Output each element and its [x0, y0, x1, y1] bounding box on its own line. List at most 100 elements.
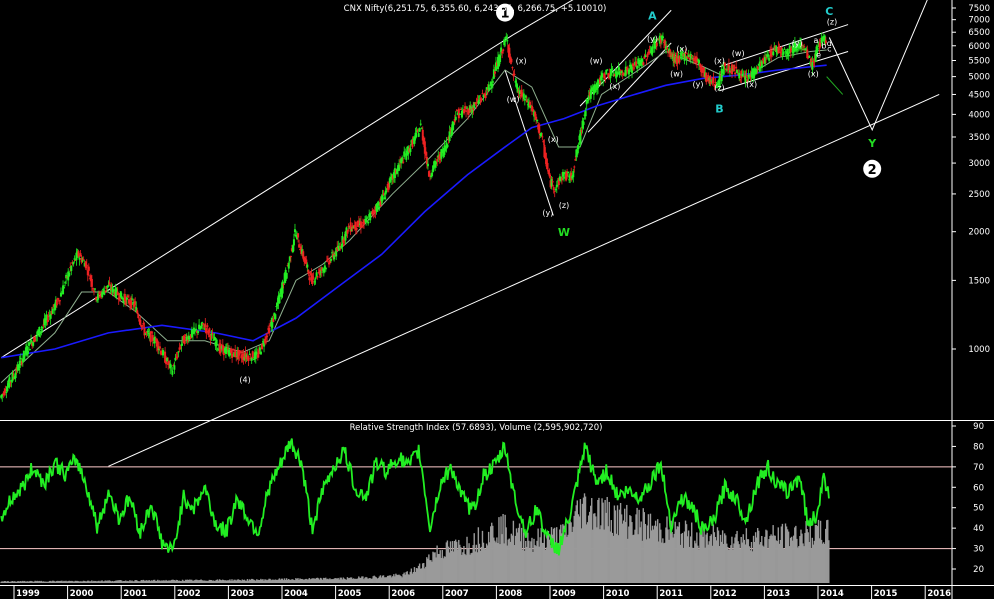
candle-body	[24, 347, 27, 354]
candle-body	[578, 135, 581, 141]
candle-body	[101, 291, 104, 298]
candle-body	[143, 327, 146, 336]
volume-bar	[791, 536, 793, 583]
candle-body	[432, 165, 435, 172]
candle-body	[31, 342, 34, 347]
candle-body	[381, 194, 384, 201]
candle-body	[97, 293, 100, 300]
volume-bar	[300, 579, 302, 583]
volume-bar	[428, 554, 430, 583]
candle-body	[427, 171, 430, 177]
candle-body	[280, 287, 283, 297]
candle-body	[171, 370, 174, 375]
candle-body	[176, 356, 179, 358]
volume-bar	[54, 581, 56, 583]
moving-average-slow	[1, 64, 827, 359]
candle-body	[96, 299, 99, 301]
candle-body	[766, 54, 769, 57]
candle-body	[729, 71, 732, 73]
volume-bar	[435, 557, 437, 583]
candle-body	[366, 217, 369, 219]
candle-body	[655, 42, 658, 47]
volume-bar	[241, 579, 243, 583]
volume-bar	[537, 528, 539, 583]
candle-body	[273, 312, 276, 316]
candle-body	[792, 44, 795, 52]
volume-bar	[368, 578, 370, 583]
candle-body	[480, 99, 483, 101]
volume-bar	[469, 554, 471, 583]
candle-body	[35, 336, 38, 338]
volume-bar	[802, 543, 804, 583]
candle-body	[688, 57, 691, 61]
volume-bar	[295, 578, 297, 583]
price-y-tick-label: 1000	[968, 345, 990, 355]
candle-body	[16, 364, 19, 371]
volume-bar	[683, 531, 686, 583]
volume-bar	[75, 580, 78, 583]
volume-bar	[452, 551, 455, 583]
wave-marker-circle	[863, 159, 882, 178]
volume-bar	[673, 533, 675, 583]
volume-bar	[78, 581, 81, 583]
candle-body	[12, 375, 15, 377]
candle-body	[467, 108, 470, 115]
volume-bar	[370, 578, 372, 583]
wave-label: A	[648, 10, 657, 23]
volume-bar	[666, 516, 668, 583]
volume-bar	[112, 581, 115, 583]
volume-bar	[304, 579, 306, 583]
candle-body	[604, 78, 607, 80]
volume-bar	[736, 530, 738, 583]
volume-bar	[336, 578, 338, 583]
volume-bar	[498, 517, 500, 583]
volume-bar	[138, 581, 140, 583]
candle-body	[6, 386, 9, 392]
candle-body	[30, 339, 33, 345]
candle-body	[704, 72, 707, 77]
x-tick-label: 2004	[284, 589, 308, 599]
volume-bar	[709, 535, 711, 583]
candle-body	[165, 359, 168, 365]
candle-body	[291, 245, 294, 253]
candle-body	[120, 296, 123, 299]
candle-body	[122, 297, 125, 303]
candle-body	[718, 75, 721, 88]
candle-body	[522, 93, 525, 100]
candle-body	[768, 58, 771, 61]
candle-body	[347, 226, 350, 228]
candle-body	[174, 357, 177, 361]
volume-bar	[445, 542, 448, 583]
candle-body	[464, 106, 467, 109]
volume-bar	[270, 580, 272, 583]
candle-body	[780, 47, 783, 52]
candle-body	[368, 214, 371, 217]
volume-bar	[787, 531, 790, 583]
volume-bar	[491, 522, 493, 583]
candle-body	[727, 64, 730, 71]
volume-bar	[626, 504, 628, 583]
candle-body	[788, 45, 791, 54]
volume-bar	[806, 529, 808, 583]
volume-bar	[374, 576, 376, 583]
candle-body	[511, 67, 514, 69]
volume-bar	[2, 581, 4, 583]
volume-bar	[98, 580, 100, 583]
volume-bar	[297, 578, 299, 583]
rsi-chart-title: Relative Strength Index (57.6893), Volum…	[350, 423, 603, 433]
candle-body	[117, 297, 120, 300]
candle-body	[519, 95, 522, 97]
candle-body	[367, 221, 370, 224]
volume-bar	[596, 527, 598, 583]
candle-body	[459, 108, 462, 110]
candle-body	[708, 77, 711, 81]
volume-bar	[540, 528, 542, 583]
volume-bar	[92, 581, 94, 583]
volume-bar	[11, 580, 14, 583]
candle-body	[451, 121, 454, 131]
candle-body	[309, 271, 312, 276]
candle-body	[800, 43, 803, 49]
volume-bar	[675, 529, 677, 583]
candle-body	[81, 259, 84, 262]
volume-bar	[261, 579, 263, 583]
